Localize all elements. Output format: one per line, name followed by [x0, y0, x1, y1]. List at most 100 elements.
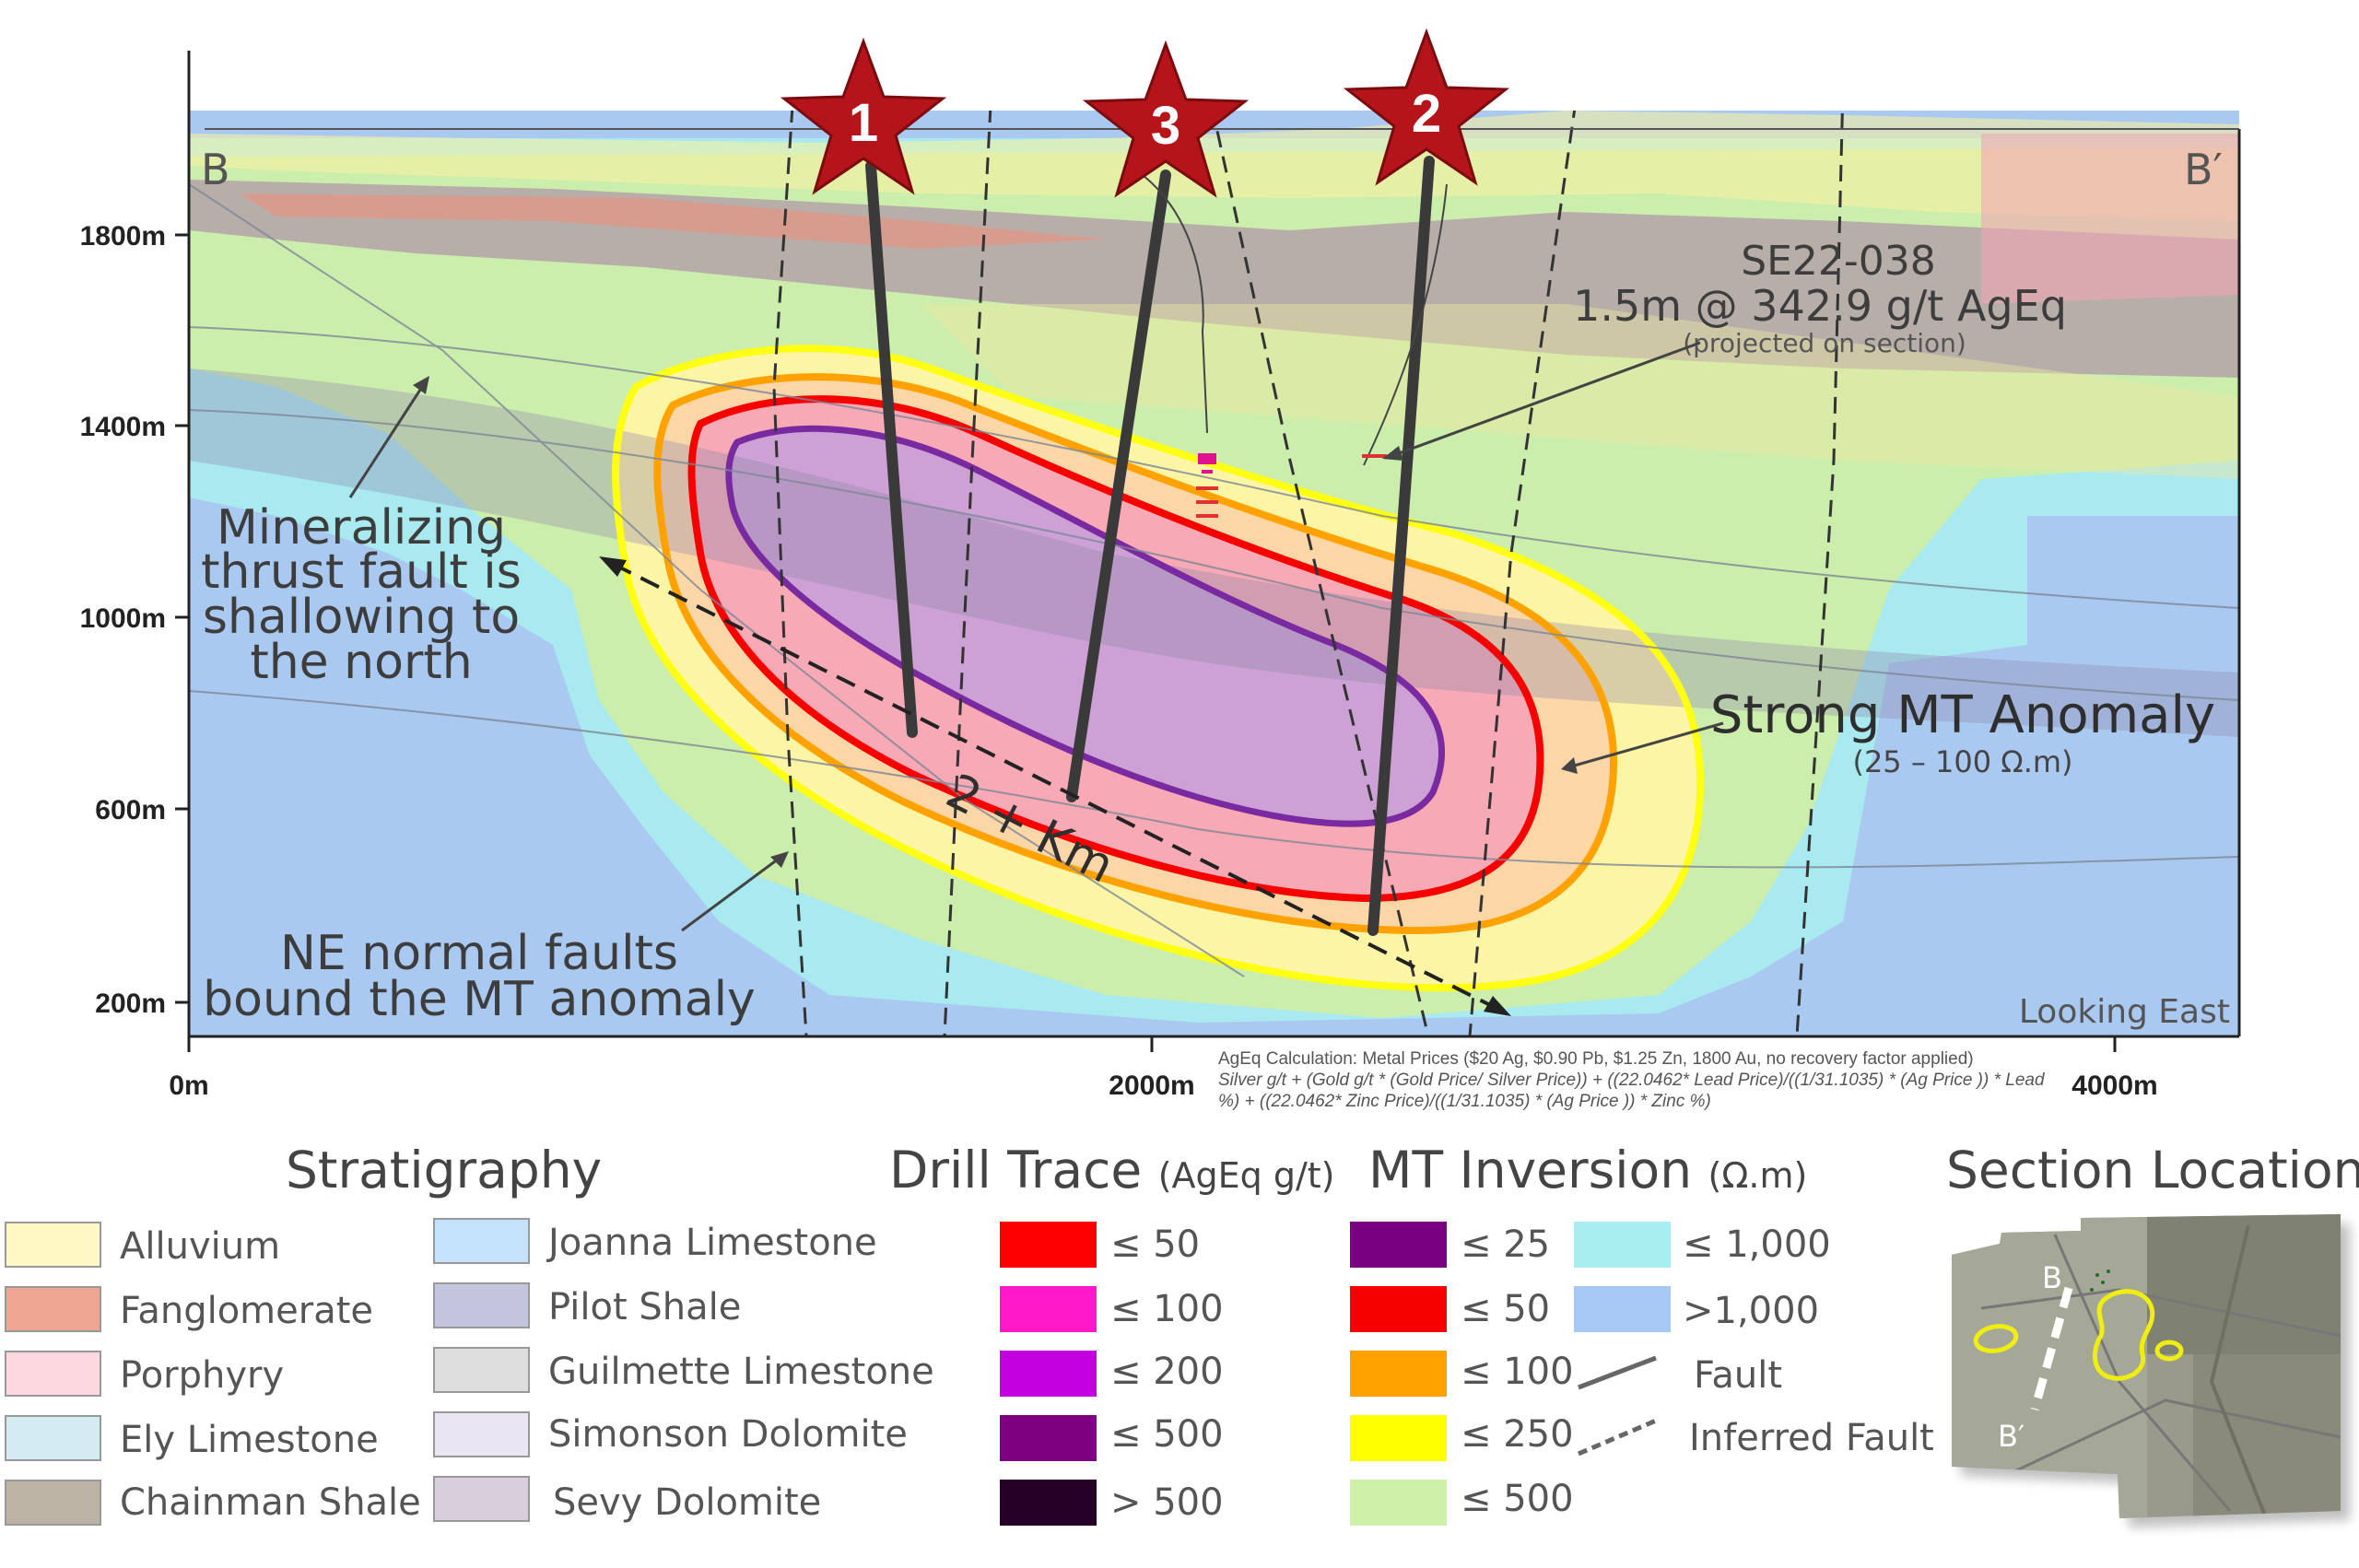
drill-trace-swatch [1000, 1351, 1097, 1397]
mt-inversion-unit: (Ω.m) [1708, 1155, 1808, 1196]
view-direction-label: Looking East [2019, 993, 2230, 1031]
mt-inversion-swatch [1350, 1222, 1447, 1268]
mt-inversion-swatch [1350, 1286, 1447, 1332]
hole-id-label: SE22-038 [1741, 238, 1936, 285]
fault-line-icon [1578, 1355, 1657, 1390]
drill-trace-label: ≤ 200 [1110, 1351, 1224, 1393]
map-end-label: B′ [1998, 1419, 2025, 1454]
mt-inversion-label: ≤ 100 [1461, 1351, 1574, 1393]
mt-inversion-label: ≤ 250 [1461, 1413, 1574, 1456]
fault-label: Fault [1694, 1354, 1782, 1397]
stratigraphy-label: Guilmette Limestone [548, 1351, 934, 1393]
section-end-label: B′ [2184, 145, 2223, 194]
drill-trace-label: ≤ 100 [1110, 1288, 1224, 1330]
anomaly-range-label: (25 – 100 Ω.m) [1852, 744, 2072, 779]
ageq-note-formula: %) + ((22.0462* Zinc Price)/((1/31.1035)… [1218, 1092, 1711, 1111]
stratigraphy-label: Pilot Shale [548, 1286, 742, 1328]
y-tick-label: 200m [95, 989, 166, 1019]
drill-trace-swatch [1000, 1286, 1097, 1332]
thrust-fault-note-line: thrust fault is [201, 544, 522, 600]
stratigraphy-label: Chainman Shale [120, 1481, 421, 1524]
drill-trace-swatch [1000, 1222, 1097, 1268]
stratigraphy-swatch [5, 1286, 101, 1332]
stratigraphy-label: Porphyry [120, 1354, 285, 1397]
drill-trace-swatch [1000, 1415, 1097, 1461]
mt-inversion-label: ≤ 500 [1461, 1478, 1574, 1520]
stratigraphy-swatch [433, 1347, 530, 1393]
drill-trace-label: ≤ 500 [1110, 1413, 1224, 1456]
fault-legend-symbols [1578, 1355, 1657, 1457]
mt-inversion-swatch [1574, 1222, 1671, 1268]
stratigraphy-label: Alluvium [120, 1225, 281, 1268]
mt-inversion-swatch [1350, 1415, 1447, 1461]
length-arrow [599, 556, 1511, 1016]
thrust-fault-note-line: the north [250, 635, 472, 690]
ageq-note-line: AgEq Calculation: Metal Prices ($20 Ag, … [1218, 1049, 1974, 1069]
mt-inversion-label: ≤ 50 [1461, 1288, 1551, 1330]
stratigraphy-swatch [433, 1476, 530, 1522]
mt-inversion-label: ≤ 1,000 [1683, 1223, 1831, 1266]
stratigraphy-swatch [433, 1282, 530, 1328]
intercept-note: (projected on section) [1683, 328, 1966, 358]
drill-hole-number: 2 [1412, 84, 1441, 144]
stratigraphy-swatch [5, 1222, 101, 1268]
anomaly-label: Strong MT Anomaly [1710, 685, 2215, 745]
stratigraphy-swatch [433, 1411, 530, 1457]
projected-hole-trace [1142, 174, 1448, 466]
mt-inversion-swatch [1574, 1286, 1671, 1332]
section-location-map: B B′ [1952, 1214, 2350, 1527]
x-tick-label: 0m [169, 1071, 208, 1101]
inferred-fault-label: Inferred Fault [1689, 1417, 1934, 1459]
drill-trace-label: > 500 [1110, 1481, 1224, 1524]
thrust-fault-note-line: Mineralizing [217, 500, 506, 556]
stratigraphy-label: Ely Limestone [120, 1419, 379, 1461]
drill-trace-title-text: Drill Trace [889, 1141, 1143, 1199]
ageq-calculation-note: AgEq Calculation: Metal Prices ($20 Ag, … [1218, 1048, 2066, 1112]
drill-traces [865, 156, 1435, 936]
axes: 1800m 1400m 1000m 600m 200m 0m 2000m 400… [80, 51, 2241, 1101]
mt-inversion-title: MT Inversion (Ω.m) [1368, 1141, 1807, 1199]
stratigraphy-label: Sevy Dolomite [553, 1481, 822, 1524]
intercept-label: 1.5m @ 342.9 g/t AgEq [1573, 281, 2067, 331]
y-tick-label: 1000m [80, 603, 166, 634]
mt-inversion-title-text: MT Inversion [1368, 1141, 1693, 1199]
drill-hole-star-1: 1 [780, 37, 947, 195]
section-start-label: B [201, 145, 230, 194]
y-tick-label: 600m [95, 795, 166, 825]
stratigraphy-title: Stratigraphy [286, 1141, 603, 1199]
section-location-title: Section Location [1946, 1141, 2359, 1199]
mt-inversion-swatch [1350, 1480, 1447, 1526]
drill-trace-unit: (AgEq g/t) [1157, 1155, 1335, 1196]
mt-inversion-swatch [1350, 1351, 1447, 1397]
intercept-markers [1196, 453, 1387, 518]
drill-trace-label: ≤ 50 [1110, 1223, 1201, 1266]
x-tick-label: 4000m [2071, 1071, 2157, 1101]
stratigraphy-label: Simonson Dolomite [548, 1413, 908, 1456]
cross-section-plot [189, 111, 2239, 1036]
x-tick-label: 2000m [1109, 1071, 1194, 1101]
drill-trace-title: Drill Trace (AgEq g/t) [889, 1141, 1335, 1199]
mt-inversion-label: ≤ 25 [1461, 1223, 1551, 1266]
stratigraphy-overlay [189, 111, 2239, 737]
drill-hole-star-2: 2 [1343, 28, 1510, 186]
inferred-fault-line-icon [1578, 1418, 1657, 1457]
stratigraphy-swatch [5, 1415, 101, 1461]
mt-inversion-label: >1,000 [1683, 1290, 1820, 1332]
stratigraphy-swatch [5, 1351, 101, 1397]
y-tick-label: 1400m [80, 412, 166, 442]
thrust-fault-note-line: shallowing to [203, 590, 520, 645]
mt-contours [612, 345, 1705, 992]
normal-faults-note-line: bound the MT anomaly [203, 972, 756, 1027]
ageq-note-formula: Silver g/t + (Gold g/t * (Gold Price/ Si… [1218, 1071, 2045, 1090]
drill-hole-stars: 1 3 2 [780, 28, 1510, 198]
stratigraphy-swatch [5, 1480, 101, 1526]
normal-faults-note-line: NE normal faults [280, 926, 678, 981]
drill-trace-swatch [1000, 1480, 1097, 1526]
y-tick-label: 1800m [80, 221, 166, 252]
stratigraphy-label: Joanna Limestone [548, 1222, 877, 1264]
map-start-label: B [2042, 1260, 2062, 1295]
drill-hole-number: 1 [849, 93, 878, 153]
drill-hole-number: 3 [1151, 96, 1180, 156]
drill-hole-star-3: 3 [1082, 40, 1250, 198]
